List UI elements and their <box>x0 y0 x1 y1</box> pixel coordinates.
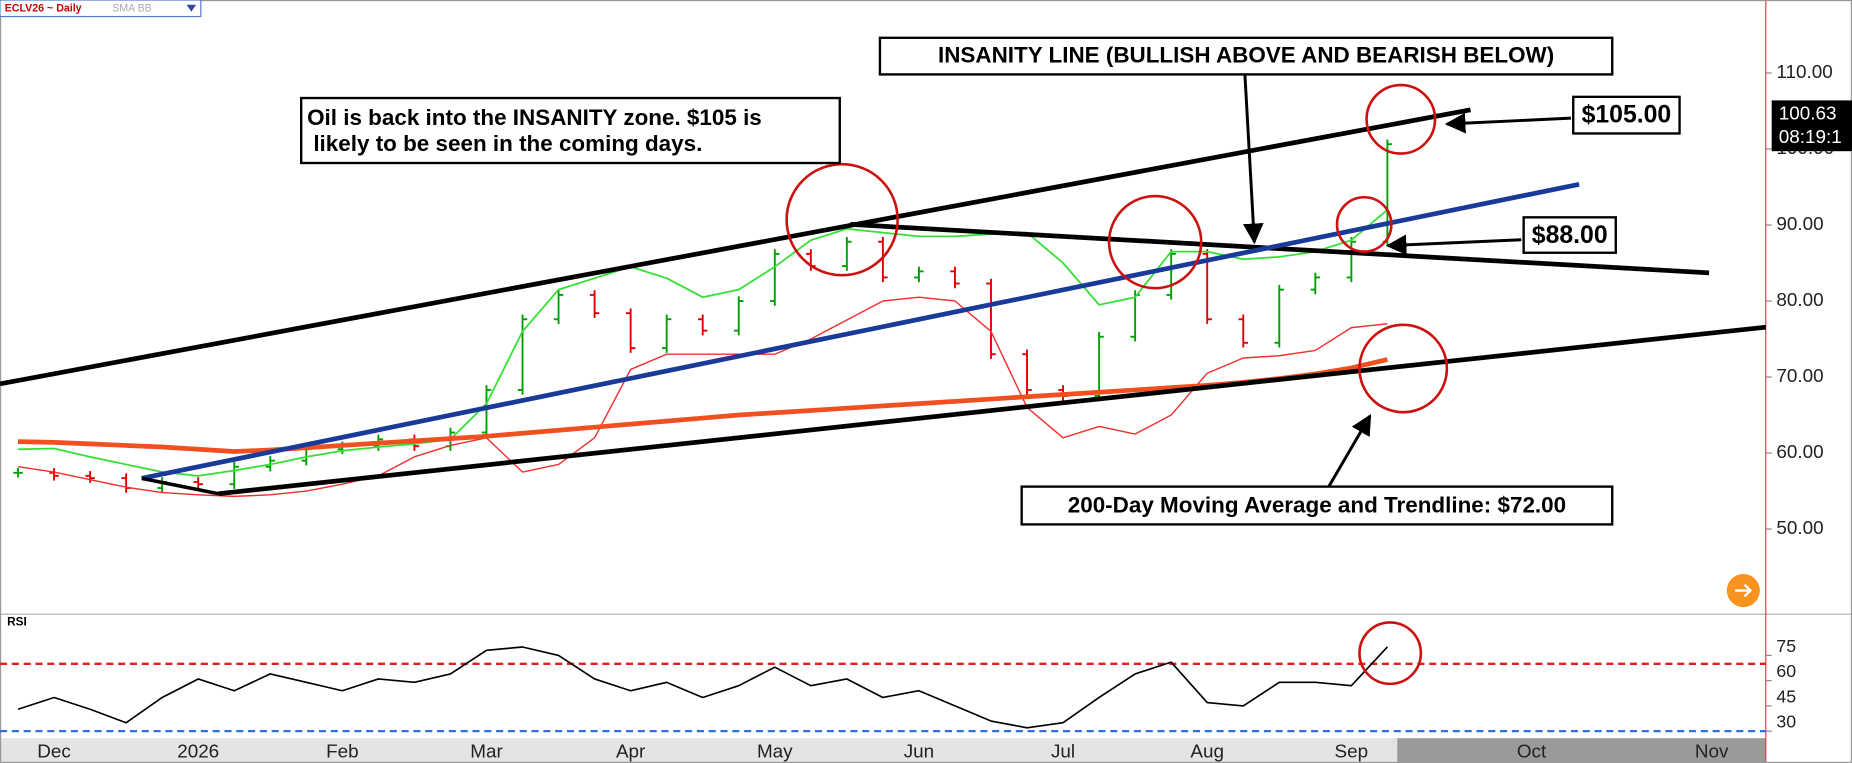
price-bar <box>589 290 600 318</box>
price-bar <box>950 266 960 289</box>
price-bar <box>481 385 492 438</box>
price-bar <box>517 314 528 395</box>
arrow <box>1444 112 1571 134</box>
x-tick-label: Jul <box>1051 741 1075 762</box>
circle <box>1358 621 1423 686</box>
price-bar <box>697 314 708 336</box>
rsi-title: RSI <box>7 615 27 629</box>
annotation-box <box>1572 95 1681 135</box>
x-tick-label: Aug <box>1190 741 1224 762</box>
price-bar <box>914 266 924 283</box>
y-tick-label: 60.00 <box>1776 442 1823 463</box>
indicator-line <box>17 296 1388 498</box>
x-tick-label: Dec <box>37 741 71 762</box>
circles <box>785 83 1449 686</box>
arrow <box>1385 234 1522 256</box>
circle <box>1365 83 1437 155</box>
circle <box>1107 194 1203 290</box>
insanity-line <box>850 222 1710 276</box>
upper-trendline <box>0 107 1471 387</box>
price-bar <box>1310 272 1321 295</box>
annotation: Oil is back into the INSANITY zone. $105… <box>307 105 762 130</box>
x-tick-label: Nov <box>1695 741 1729 762</box>
legend-box <box>0 0 202 18</box>
arrow <box>1242 74 1264 245</box>
annotation-box <box>1020 485 1614 526</box>
x-tick-label: Mar <box>470 741 503 762</box>
price-bar <box>1238 314 1248 348</box>
price-bar <box>770 249 780 306</box>
annotation-box <box>300 96 841 165</box>
price-bar <box>1022 349 1032 395</box>
lower-trendline <box>218 324 1767 497</box>
y-tick-label: 30 <box>1776 712 1796 732</box>
x-tick-label: Sep <box>1335 741 1369 762</box>
last-price: 100.63 <box>1779 104 1837 125</box>
x-tick-label: Feb <box>326 741 359 762</box>
price-bar <box>878 236 888 283</box>
circle <box>1358 323 1449 414</box>
annotation: likely to be seen in the coming days. <box>307 131 702 156</box>
legend-dropdown[interactable] <box>186 4 197 12</box>
price-bar <box>842 236 852 271</box>
price-bar <box>553 290 564 324</box>
price-bar <box>661 314 672 353</box>
price-bar <box>1346 236 1357 283</box>
y-tick-label: 90.00 <box>1776 214 1823 235</box>
price-bar <box>85 471 95 483</box>
price-bar <box>1166 249 1176 300</box>
symbol-title: ECLV26 ~ Daily <box>5 3 82 15</box>
x-tick-label: Apr <box>616 741 645 762</box>
annotation: $88.00 <box>1532 222 1608 249</box>
annotation: 200-Day Moving Average and Trendline: $7… <box>1068 493 1566 518</box>
trendline-start <box>141 476 219 496</box>
indicator-line <box>17 357 1388 454</box>
y-tick-label: 75 <box>1776 636 1796 656</box>
last-time: 08:19:1 <box>1779 127 1842 148</box>
legend: SMA BB <box>112 3 152 15</box>
price-bar <box>13 468 23 478</box>
x-tick-label: May <box>757 741 793 762</box>
indicator-line <box>18 209 1388 477</box>
y-tick-label: 80.00 <box>1776 290 1823 311</box>
price-label-box <box>1771 100 1852 152</box>
price-bar <box>986 278 996 359</box>
scroll-arrow <box>1735 583 1753 598</box>
annotation-boxes <box>300 36 1681 526</box>
x-tick-label: Jun <box>904 741 934 762</box>
annotation: $105.00 <box>1582 101 1672 128</box>
price-bar <box>1274 284 1285 348</box>
annotation: INSANITY LINE (BULLISH ABOVE AND BEARISH… <box>938 43 1554 68</box>
circle <box>785 162 899 277</box>
y-tick-label: 50.00 <box>1776 518 1823 539</box>
rsi-line <box>17 646 1388 729</box>
x-tick-label: Oct <box>1517 741 1547 762</box>
trendlines <box>0 107 1767 497</box>
circle <box>1335 195 1393 253</box>
price-bar <box>49 468 59 481</box>
price-bar <box>229 461 239 489</box>
price-bar <box>1094 332 1104 401</box>
price-bar <box>625 308 636 353</box>
y-tick-label: 70.00 <box>1776 366 1823 387</box>
arrow <box>1327 413 1372 488</box>
annotation-box <box>878 36 1614 76</box>
annotation-box <box>1522 216 1617 254</box>
y-tick-label: 110.00 <box>1776 62 1832 83</box>
x-tick-label: 2026 <box>177 741 219 762</box>
price-bar <box>193 477 203 489</box>
y-tick-label: 45 <box>1776 686 1796 706</box>
price-bar <box>734 296 744 336</box>
future-band <box>1397 738 1766 763</box>
arrows <box>1242 74 1571 488</box>
y-tick-label: 60 <box>1776 661 1796 681</box>
